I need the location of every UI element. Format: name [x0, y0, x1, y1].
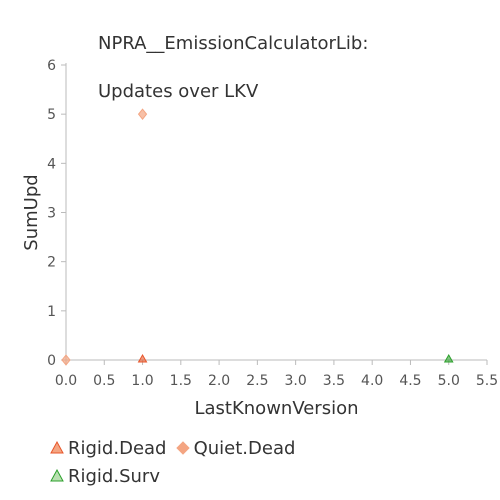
legend-item-rigid-dead[interactable]: Rigid.Dead [50, 434, 166, 462]
x-tick-label: 1.5 [170, 373, 192, 389]
legend-label-quiet-dead: Quiet.Dead [193, 437, 296, 459]
x-tick-label: 3.0 [285, 373, 307, 389]
y-tick-label: 1 [47, 304, 56, 320]
legend: Rigid.Dead Quiet.Dead Rigid.Surv [50, 434, 470, 490]
data-point-diamond [61, 354, 71, 366]
y-axis-title: SumUpd [21, 174, 42, 250]
x-tick-label: 4.5 [399, 373, 421, 389]
x-axis-title: LastKnownVersion [194, 398, 358, 419]
triangle-marker-icon [50, 441, 64, 454]
y-tick-label: 3 [47, 206, 56, 222]
y-tick-label: 4 [47, 156, 56, 172]
x-tick-label: 4.0 [361, 373, 383, 389]
x-tick-label: 2.5 [246, 373, 268, 389]
y-tick-label: 0 [47, 353, 56, 369]
chart-title: NPRA__EmissionCalculatorLib: Updates ove… [98, 8, 368, 128]
y-tick-label: 2 [47, 255, 56, 271]
data-point-triangle [443, 353, 454, 363]
legend-item-rigid-surv[interactable]: Rigid.Surv [50, 462, 160, 490]
chart-title-line-2: Updates over LKV [98, 81, 259, 102]
x-tick-label: 3.5 [323, 373, 345, 389]
x-tick-label: 5.5 [476, 373, 498, 389]
scatter-chart: 0.0 0.5 1.0 1.5 2.0 2.5 3.0 3.5 4.0 4.5 5.0 5.5 0 1 2 3… [21, 58, 498, 419]
diamond-marker-icon [175, 441, 190, 455]
x-tick-label: 0.0 [55, 373, 77, 389]
x-tick-label: 5.0 [438, 373, 460, 389]
triangle-marker-icon [50, 469, 64, 482]
legend-label-rigid-dead: Rigid.Dead [68, 437, 167, 459]
legend-label-rigid-surv: Rigid.Surv [68, 465, 160, 487]
legend-item-quiet-dead[interactable]: Quiet.Dead [175, 434, 296, 462]
x-tick-label: 0.5 [93, 373, 115, 389]
chart-title-line-1: NPRA__EmissionCalculatorLib: [98, 33, 369, 54]
x-tick-label: 2.0 [208, 373, 230, 389]
y-tick-label: 6 [47, 58, 56, 74]
data-point-triangle [137, 353, 148, 363]
y-tick-label: 5 [47, 107, 56, 123]
data-point-diamond [137, 108, 148, 120]
x-tick-label: 1.0 [131, 373, 153, 389]
